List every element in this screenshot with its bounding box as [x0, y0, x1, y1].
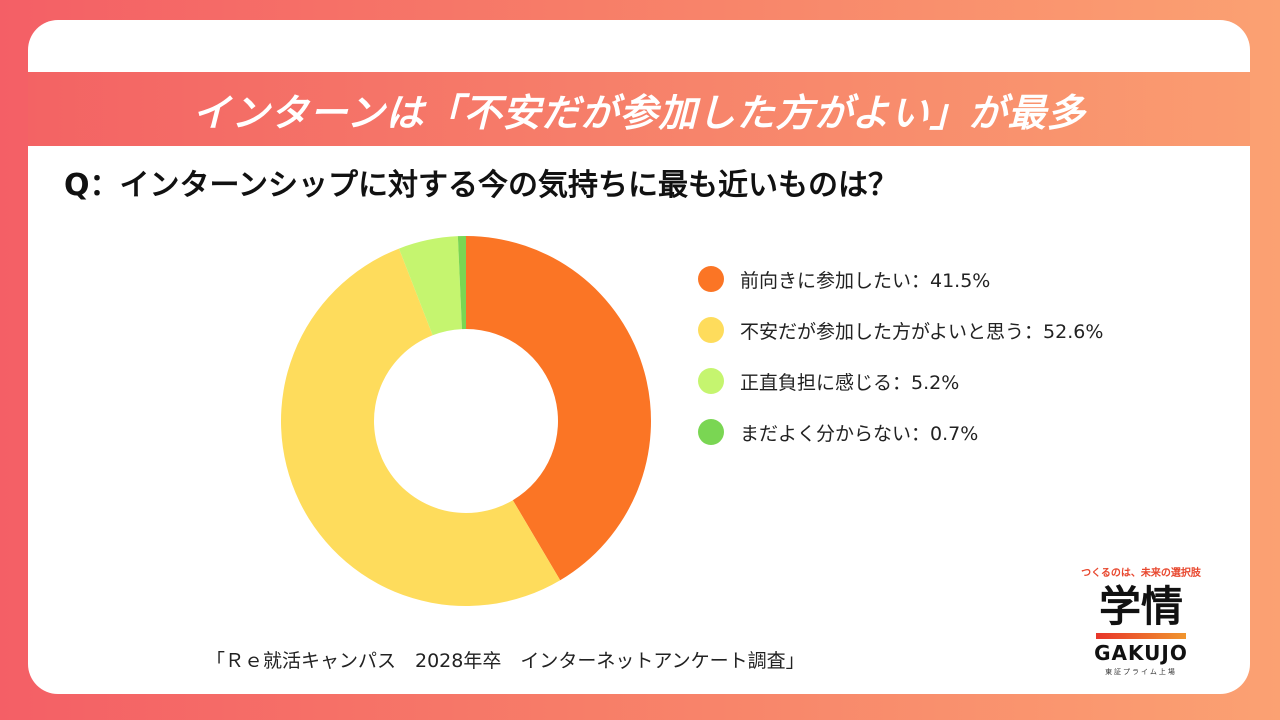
slice-unsure: [457, 236, 466, 330]
slice-positive: [466, 236, 651, 581]
survey-question: Q：インターンシップに対する今の気持ちに最も近いものは？: [64, 168, 899, 203]
logo-english: GAKUJO: [1094, 641, 1188, 665]
gakujo-logo: つくるのは、未来の選択肢 学情 GAKUJO 東証プライム上場: [1066, 564, 1216, 677]
donut-chart: [281, 236, 651, 606]
page-title: インターンは「不安だが参加した方がよい」が最多: [192, 90, 1086, 135]
legend-label: 不安だが参加した方がよいと思う：52.6%: [740, 320, 1104, 343]
legend-label: 正直負担に感じる：5.2%: [740, 371, 960, 394]
slice-anxious-but-should: [281, 248, 561, 606]
chart-legend: 前向きに参加したい：41.5% 不安だが参加した方がよいと思う：52.6% 正直…: [698, 262, 1103, 466]
logo-main-text: 学情: [1098, 582, 1183, 631]
content-card: インターンは「不安だが参加した方がよい」が最多 Q：インターンシップに対する今の…: [28, 20, 1250, 694]
legend-swatch: [698, 317, 724, 343]
legend-swatch: [698, 419, 724, 445]
title-banner: インターンは「不安だが参加した方がよい」が最多: [28, 72, 1250, 146]
legend-item-unsure: まだよく分からない：0.7%: [698, 415, 1103, 449]
legend-swatch: [698, 266, 724, 292]
legend-item-positive: 前向きに参加したい：41.5%: [698, 262, 1103, 296]
legend-item-burden: 正直負担に感じる：5.2%: [698, 364, 1103, 398]
legend-label: まだよく分からない：0.7%: [740, 422, 979, 445]
source-note: 「Ｒｅ就活キャンパス 2028年卒 インターネットアンケート調査」: [206, 650, 805, 672]
logo-accent-bar: [1096, 633, 1186, 639]
legend-label: 前向きに参加したい：41.5%: [740, 269, 991, 292]
logo-subtitle: 東証プライム上場: [1105, 668, 1177, 676]
legend-swatch: [698, 368, 724, 394]
slice-burden: [398, 236, 462, 336]
legend-item-anxious-but-should: 不安だが参加した方がよいと思う：52.6%: [698, 313, 1103, 347]
logo-tagline: つくるのは、未来の選択肢: [1081, 568, 1201, 579]
